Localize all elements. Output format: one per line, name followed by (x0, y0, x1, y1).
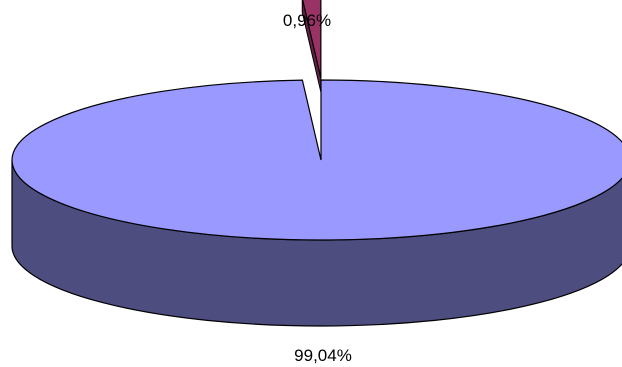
data-label-large-slice: 99,04% (294, 346, 352, 365)
slice-top-1 (302, 0, 322, 79)
slice-top-0 (11, 79, 622, 241)
slices-layer (11, 0, 622, 327)
data-label-small-slice: 0,96% (283, 11, 331, 30)
